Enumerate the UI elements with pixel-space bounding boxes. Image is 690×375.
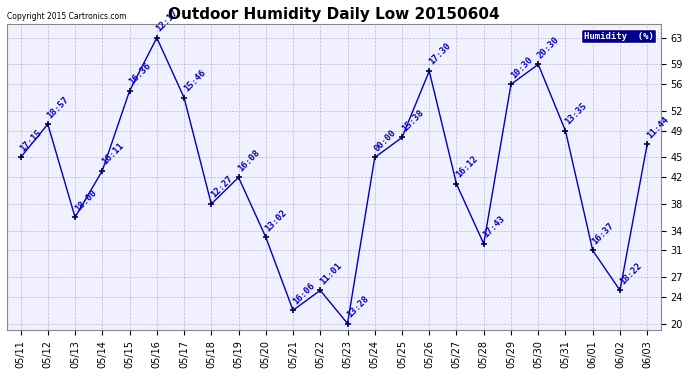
Text: 18:57: 18:57	[46, 94, 71, 120]
Text: 15:46: 15:46	[182, 68, 207, 93]
Text: 13:35: 13:35	[563, 101, 589, 127]
Text: Copyright 2015 Cartronics.com: Copyright 2015 Cartronics.com	[7, 12, 126, 21]
Text: 10:30: 10:30	[509, 55, 534, 80]
Text: 16:06: 16:06	[290, 281, 316, 306]
Title: Outdoor Humidity Daily Low 20150604: Outdoor Humidity Daily Low 20150604	[168, 7, 500, 22]
Text: 13:28: 13:28	[345, 294, 371, 320]
Legend: Humidity  (%): Humidity (%)	[581, 29, 656, 44]
Text: 18:22: 18:22	[618, 261, 643, 286]
Text: 17:15: 17:15	[19, 128, 43, 153]
Text: 18:00: 18:00	[73, 188, 98, 213]
Text: 20:30: 20:30	[536, 35, 562, 60]
Text: 12:17: 12:17	[155, 8, 180, 34]
Text: 16:37: 16:37	[591, 221, 616, 246]
Text: 13:02: 13:02	[264, 208, 289, 233]
Text: 17:43: 17:43	[482, 214, 507, 240]
Text: 16:08: 16:08	[237, 148, 262, 173]
Text: 15:38: 15:38	[400, 108, 425, 134]
Text: 16:11: 16:11	[100, 141, 126, 166]
Text: 00:00: 00:00	[373, 128, 398, 153]
Text: 11:01: 11:01	[318, 261, 344, 286]
Text: 16:12: 16:12	[454, 154, 480, 180]
Text: 11:44: 11:44	[645, 115, 671, 140]
Text: 17:30: 17:30	[427, 42, 453, 67]
Text: 12:27: 12:27	[209, 174, 235, 200]
Text: 16:36: 16:36	[128, 62, 152, 87]
